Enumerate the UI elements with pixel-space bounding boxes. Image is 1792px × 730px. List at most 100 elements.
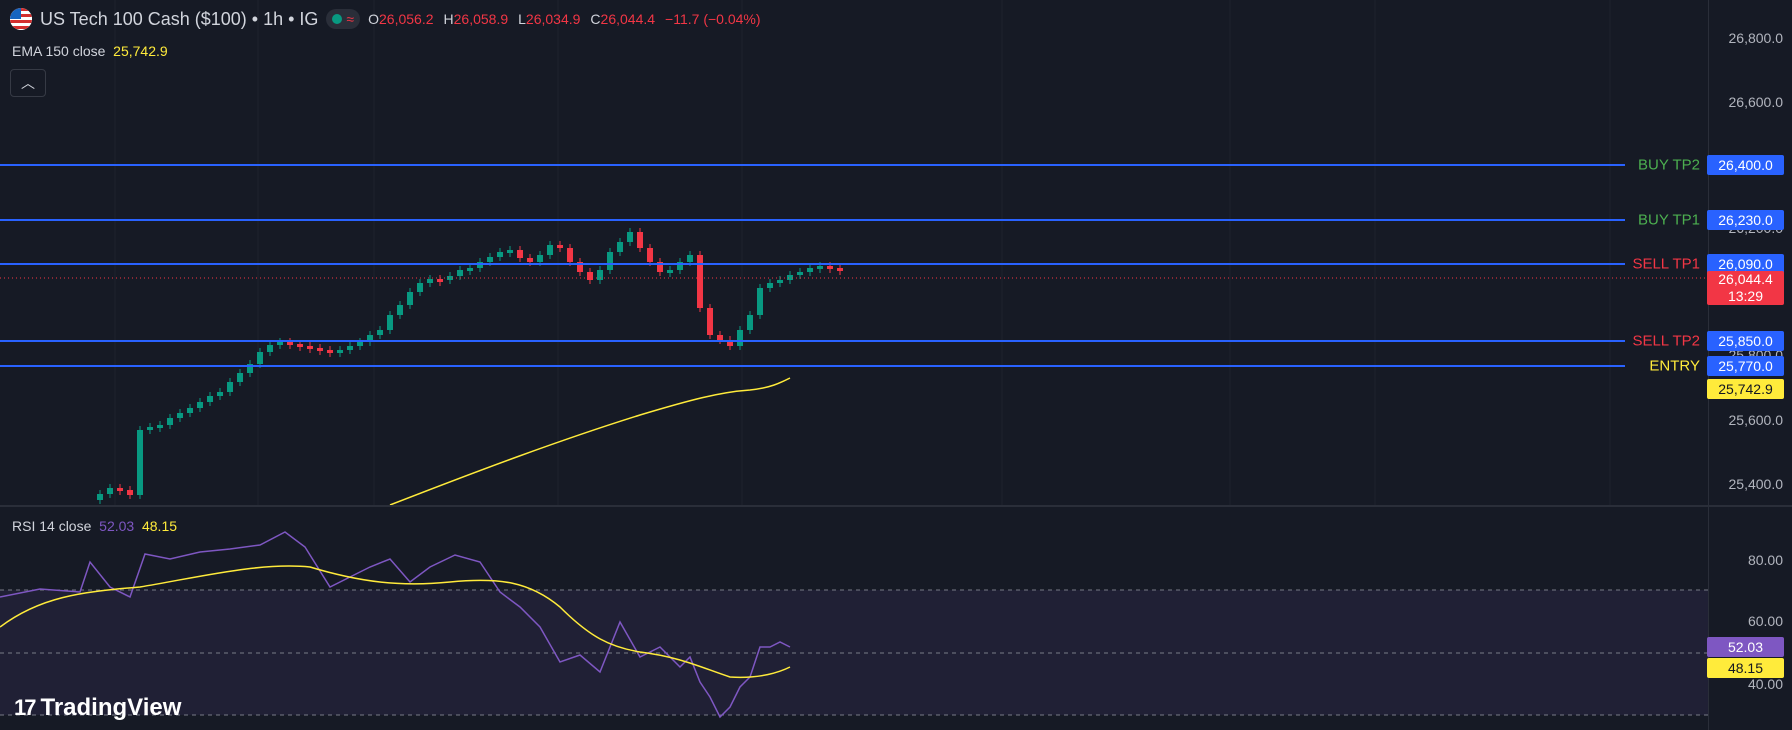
market-status[interactable]: ≈ <box>326 9 361 29</box>
candle[interactable] <box>137 430 143 495</box>
candle[interactable] <box>157 425 163 428</box>
level-line-sell-tp2[interactable] <box>0 340 1625 342</box>
rsi-chart-canvas[interactable] <box>0 507 1708 730</box>
candle[interactable] <box>187 408 193 413</box>
candle[interactable] <box>747 315 753 330</box>
candle[interactable] <box>637 232 643 248</box>
level-label: BUY TP2 <box>1638 156 1700 174</box>
candle[interactable] <box>537 255 543 262</box>
candle[interactable] <box>597 270 603 280</box>
candle[interactable] <box>247 364 253 373</box>
candle[interactable] <box>467 268 473 271</box>
rsi-axis-tick: 80.00 <box>1747 552 1783 568</box>
price-chart-pane[interactable] <box>0 0 1708 505</box>
candle[interactable] <box>677 262 683 270</box>
candle[interactable] <box>817 266 823 269</box>
candle[interactable] <box>437 279 443 282</box>
candle[interactable] <box>277 342 283 345</box>
candle[interactable] <box>457 270 463 276</box>
candle[interactable] <box>507 250 513 253</box>
candle[interactable] <box>707 308 713 335</box>
candle[interactable] <box>257 352 263 364</box>
symbol-title[interactable]: US Tech 100 Cash ($100) • 1h • IG <box>40 8 319 29</box>
candle[interactable] <box>477 262 483 268</box>
level-line-sell-tp1[interactable] <box>0 263 1625 265</box>
candle[interactable] <box>687 255 693 262</box>
candle[interactable] <box>357 342 363 346</box>
candle[interactable] <box>267 345 273 352</box>
candle[interactable] <box>147 427 153 430</box>
candle[interactable] <box>557 245 563 248</box>
candle[interactable] <box>227 382 233 392</box>
candle[interactable] <box>737 330 743 346</box>
candle[interactable] <box>797 272 803 275</box>
candle[interactable] <box>197 402 203 408</box>
candle[interactable] <box>167 418 173 425</box>
candle[interactable] <box>617 242 623 252</box>
candle[interactable] <box>217 392 223 396</box>
candle[interactable] <box>757 288 763 315</box>
candle[interactable] <box>787 275 793 280</box>
candle[interactable] <box>107 488 113 494</box>
symbol-legend[interactable]: US Tech 100 Cash ($100) • 1h • IG ≈ O26,… <box>10 8 761 30</box>
candle[interactable] <box>417 283 423 292</box>
candle[interactable] <box>807 268 813 272</box>
candle[interactable] <box>547 245 553 255</box>
candle[interactable] <box>517 250 523 258</box>
candle[interactable] <box>567 248 573 262</box>
candle[interactable] <box>647 248 653 262</box>
level-line-entry[interactable] <box>0 365 1625 367</box>
candle[interactable] <box>297 344 303 347</box>
candle[interactable] <box>527 258 533 262</box>
candle[interactable] <box>657 262 663 272</box>
candle[interactable] <box>777 280 783 283</box>
candle[interactable] <box>627 232 633 242</box>
candle[interactable] <box>717 335 723 340</box>
candle[interactable] <box>667 270 673 273</box>
candle[interactable] <box>377 330 383 335</box>
candle[interactable] <box>347 346 353 350</box>
candle[interactable] <box>587 272 593 280</box>
us-flag-icon <box>10 8 32 30</box>
candle[interactable] <box>497 252 503 257</box>
candle[interactable] <box>827 266 833 269</box>
candle[interactable] <box>207 396 213 402</box>
rsi-axis-tick: 60.00 <box>1747 613 1783 629</box>
ema-legend[interactable]: EMA 150 close 25,742.9 <box>12 43 168 59</box>
candle[interactable] <box>837 268 843 271</box>
level-line-buy-tp1[interactable] <box>0 219 1625 221</box>
rsi-band <box>0 590 1708 715</box>
market-open-dot-icon <box>332 14 343 24</box>
candle[interactable] <box>367 335 373 342</box>
candle[interactable] <box>117 488 123 491</box>
tradingview-logo[interactable]: 17 TradingView <box>14 694 181 722</box>
candle[interactable] <box>767 283 773 288</box>
candle[interactable] <box>177 413 183 418</box>
rsi-legend[interactable]: RSI 14 close 52.03 48.15 <box>12 518 177 534</box>
candle[interactable] <box>287 342 293 345</box>
candle[interactable] <box>607 252 613 270</box>
candle[interactable] <box>697 255 703 308</box>
candle[interactable] <box>447 276 453 280</box>
wave-icon: ≈ <box>346 11 355 27</box>
price-chart-canvas[interactable] <box>0 0 1708 505</box>
candle[interactable] <box>97 494 103 500</box>
collapse-legend-button[interactable]: ︿ <box>10 69 46 97</box>
candle[interactable] <box>397 305 403 315</box>
candle[interactable] <box>317 348 323 351</box>
candle[interactable] <box>237 373 243 382</box>
candle[interactable] <box>577 262 583 272</box>
rsi-pane[interactable] <box>0 507 1708 730</box>
candle[interactable] <box>387 315 393 330</box>
ema-150-line <box>389 377 791 505</box>
candle[interactable] <box>727 340 733 346</box>
candle[interactable] <box>307 346 313 349</box>
candle[interactable] <box>427 279 433 283</box>
candle[interactable] <box>487 257 493 262</box>
candle[interactable] <box>327 350 333 353</box>
level-line-buy-tp2[interactable] <box>0 164 1625 166</box>
candle[interactable] <box>407 292 413 305</box>
pane-divider[interactable] <box>0 505 1792 507</box>
candle[interactable] <box>127 490 133 495</box>
candle[interactable] <box>337 350 343 353</box>
